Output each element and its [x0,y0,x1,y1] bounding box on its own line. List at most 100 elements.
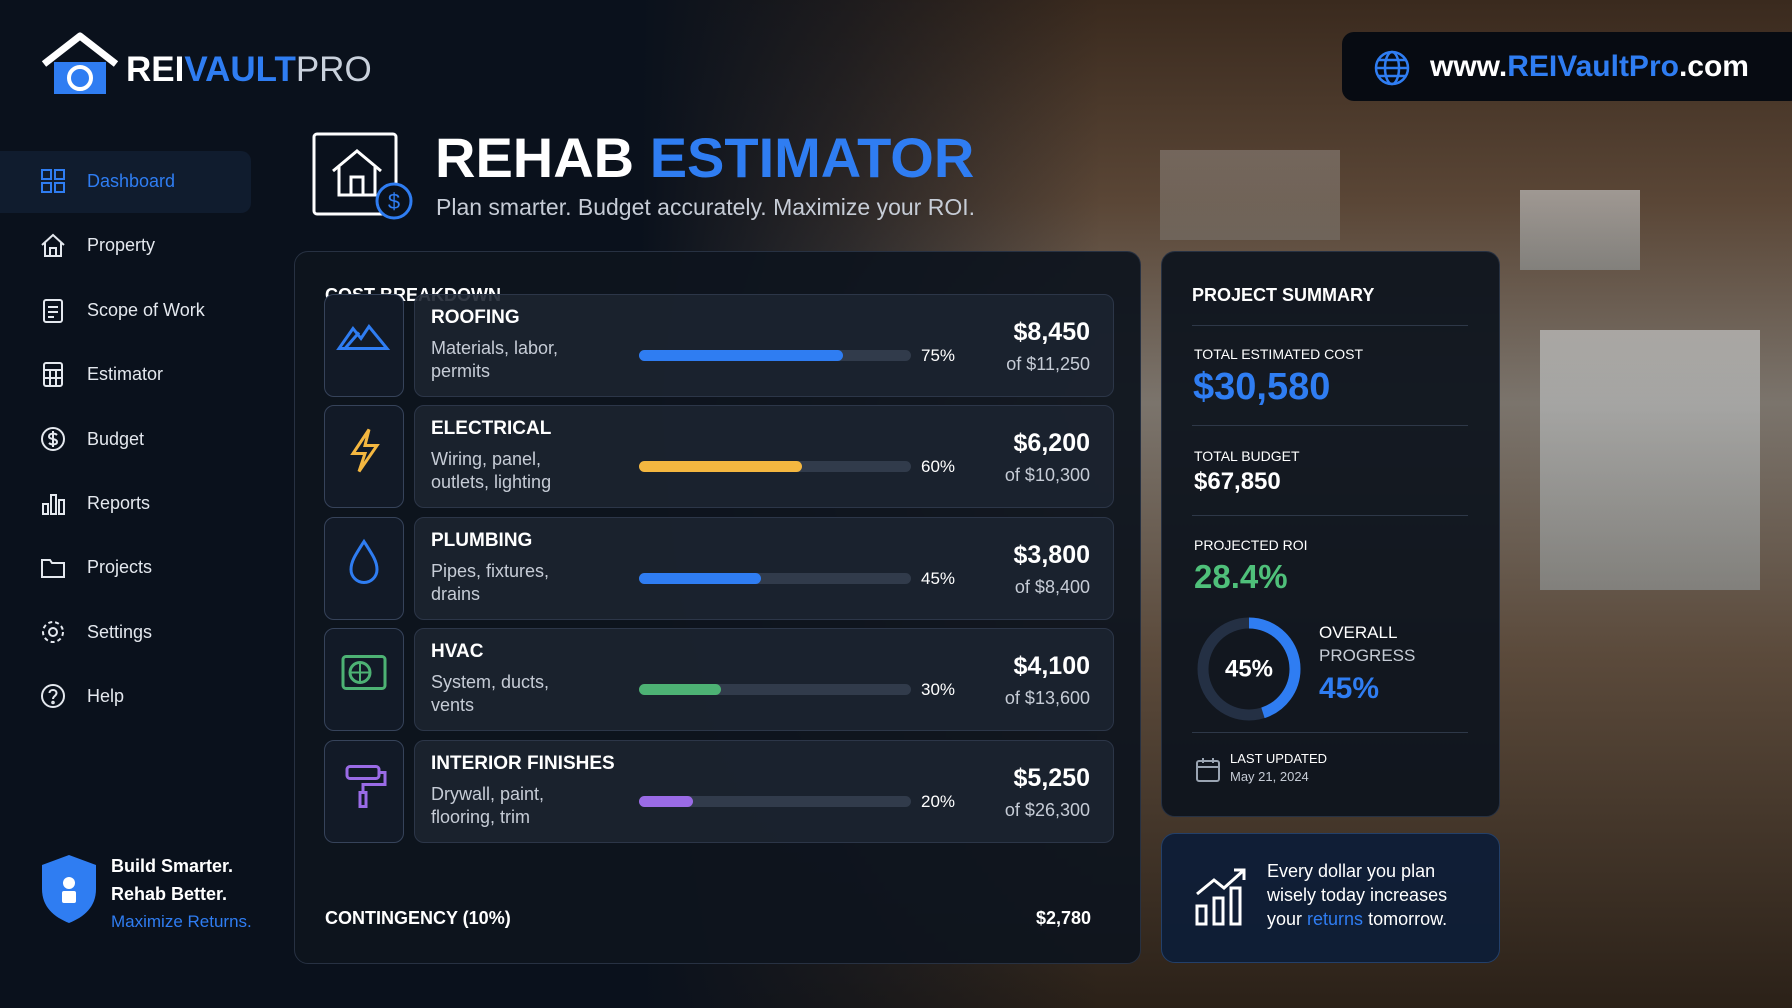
quote-part: your [1267,909,1308,929]
spent-amount: $5,250 [1013,763,1090,792]
roi: 28.4% [1194,558,1288,595]
nav-icon [42,494,65,515]
category-icon [349,538,379,584]
progress-label: 60% [921,457,956,477]
growth-icon [1195,868,1246,926]
cost-row: HVAC System, ducts, vents 30% $4,100 of $13,… [414,628,1114,732]
category-name: ROOFING [431,307,520,328]
progress-bar [639,350,843,361]
total-cost: $30,580 [1193,366,1331,408]
divider [1192,732,1468,733]
cost-row: PLUMBING Pipes, fixtures, drains 45% $3,800… [414,516,1114,620]
quote-line: Every dollar you plan [1267,861,1436,881]
category-description: System, ducts, vents [431,672,550,716]
label: TOTAL BUDGET [1194,448,1300,464]
tagline: Rehab Better. [111,884,228,904]
cost-panel: COST BREAKDOWN ROOFING Materials, labor, … [294,251,1141,964]
nav-item[interactable]: Help [87,686,125,707]
spent-amount: $3,800 [1013,540,1090,569]
url-part: .com [1678,50,1749,83]
window [1520,190,1640,270]
logo-icon [41,32,119,94]
contingency-label: CONTINGENCY (10%) [325,908,511,928]
donut-arc [1197,617,1301,721]
category-icon-box [324,516,404,620]
spent-amount: $4,100 [1013,652,1090,681]
category-name: INTERIOR FINISHES [431,752,615,774]
budget-amount: of $13,600 [1004,688,1090,709]
cost-row: INTERIOR FINISHES Drywall, paint, floorin… [414,739,1114,843]
brand-part: PRO [295,50,372,89]
label: LAST UPDATED [1230,751,1328,766]
title-part: ESTIMATOR [649,126,975,189]
tagline: Build Smarter. [111,856,234,876]
nav-item[interactable]: Property [87,235,156,256]
nav-item[interactable]: Settings [87,621,153,642]
category-name: HVAC [431,641,484,663]
label: PROGRESS [1319,646,1416,665]
budget-amount: of $26,300 [1004,799,1090,820]
category-description: Materials, labor, permits [431,338,559,381]
website-url[interactable]: www.REIVaultPro.com [1430,50,1749,84]
nav-item[interactable]: Estimator [87,364,164,385]
url-part: REIVaultPro [1507,50,1679,83]
title-part: REHAB [435,126,635,189]
tagline: Maximize Returns. [111,912,252,931]
budget-amount: of $8,400 [1014,576,1090,597]
shield-icon [42,855,96,923]
progress-label: 45% [921,568,956,588]
spent-amount: $6,200 [1013,429,1090,458]
brand-part: VAULT [184,50,296,89]
nav-item[interactable]: Dashboard [87,171,176,191]
nav-item[interactable]: Reports [87,493,151,513]
label: OVERALL [1319,623,1398,642]
category-description: Wiring, panel, outlets, lighting [431,449,552,493]
nav-icon [41,684,65,709]
contingency-amount: $2,780 [1035,908,1091,928]
brand-part: REI [126,50,185,89]
category-icon [341,655,387,691]
progress-label: 75% [921,346,956,365]
category-icon [345,764,387,808]
brand: REIVAULTPRO [126,50,372,90]
category-icon-box [324,628,404,732]
progress-value: 45% [1319,672,1380,705]
nav-icon [43,362,63,388]
category-icon [350,429,380,473]
nav-item[interactable]: Budget [87,428,145,449]
header-icon: $ [312,132,413,220]
budget-amount: of $10,300 [1004,465,1090,486]
svg-text:$: $ [388,189,400,214]
nav-icon [41,234,65,258]
progress-bar [639,572,762,584]
label: TOTAL ESTIMATED COST [1194,346,1364,362]
summary-panel: PROJECT SUMMARY TOTAL ESTIMATED COST $30… [1161,251,1500,817]
nav-item[interactable]: Scope of Work [87,299,205,320]
progress-track [639,461,911,473]
window [1540,330,1760,590]
progress-donut: 45% [1197,617,1301,721]
last-updated: May 21, 2024 [1230,769,1309,784]
calendar-icon [1196,758,1220,782]
donut-label: 45% [1225,655,1273,682]
nav-icon [41,426,65,451]
quote-card: Every dollar you plan wisely today incre… [1161,833,1500,963]
quote-line: your returns tomorrow. [1267,909,1447,930]
window [1160,150,1340,240]
subtitle: Plan smarter. Budget accurately. Maximiz… [436,194,975,220]
progress-label: 20% [921,791,956,811]
category-icon [336,323,391,350]
cost-row: ROOFING Materials, labor, permits 75% $8,45… [414,294,1114,397]
category-name: PLUMBING [431,529,533,551]
globe-icon [1374,50,1410,86]
nav-icon [43,298,63,323]
quote-part: returns [1307,909,1364,929]
category-icon-box [324,739,404,843]
category-name: ELECTRICAL [431,418,552,440]
divider [1192,425,1468,426]
progress-track [639,684,911,696]
progress-bar [639,461,803,473]
divider [1192,325,1468,326]
nav-item[interactable]: Projects [87,557,153,578]
